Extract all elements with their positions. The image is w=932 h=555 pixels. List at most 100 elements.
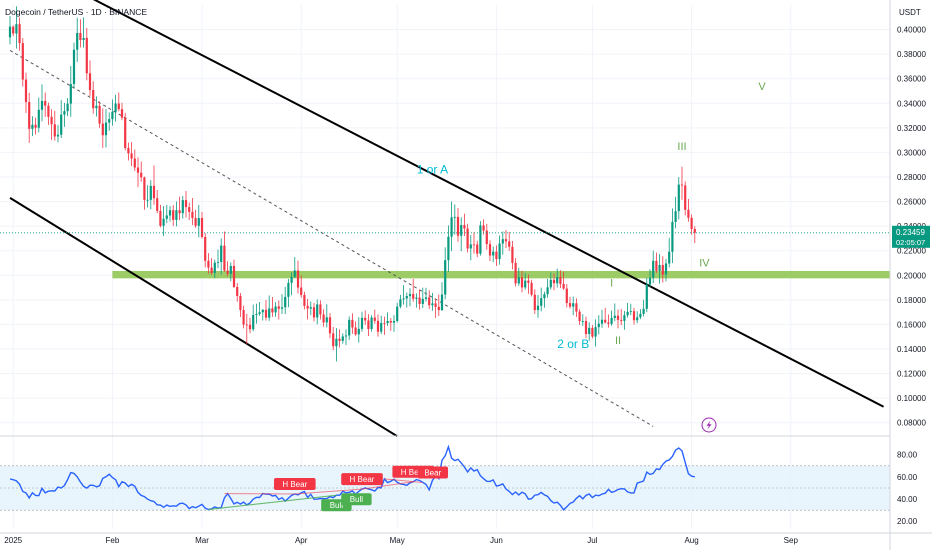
candle-body bbox=[668, 252, 670, 264]
candle-body bbox=[35, 125, 37, 128]
candle-body bbox=[547, 287, 549, 294]
flash-icon[interactable] bbox=[702, 418, 716, 432]
time-tick-label: Mar bbox=[195, 536, 209, 545]
candle-body bbox=[419, 298, 421, 304]
divergence-label: H Bear bbox=[282, 480, 307, 489]
candle-body bbox=[239, 296, 241, 310]
candle-body bbox=[348, 320, 350, 336]
candle-body bbox=[163, 219, 165, 226]
support-zone bbox=[112, 271, 890, 278]
candle-body bbox=[665, 263, 667, 274]
candle-body bbox=[447, 237, 449, 260]
candle-body bbox=[556, 277, 558, 283]
rsi-tick-label: 40.00 bbox=[897, 495, 918, 504]
candle-body bbox=[294, 270, 296, 276]
candle-body bbox=[310, 307, 312, 308]
candle-body bbox=[140, 173, 142, 178]
candle-body bbox=[633, 311, 635, 320]
candle-body bbox=[355, 328, 357, 335]
candle-body bbox=[89, 73, 91, 90]
candle-body bbox=[67, 104, 69, 111]
candle-body bbox=[233, 266, 235, 287]
candle-body bbox=[425, 297, 427, 298]
candle-body bbox=[444, 260, 446, 294]
divergence-label: Bear bbox=[424, 468, 441, 477]
candle-body bbox=[284, 297, 286, 307]
candle-body bbox=[207, 261, 209, 268]
candle-body bbox=[182, 200, 184, 213]
candle-body bbox=[172, 210, 174, 220]
candle-body bbox=[319, 304, 321, 314]
candle-body bbox=[25, 80, 27, 102]
candle-body bbox=[297, 270, 299, 287]
candle-body bbox=[467, 228, 469, 248]
candle-body bbox=[380, 323, 382, 332]
candle-body bbox=[41, 101, 43, 110]
candle-body bbox=[508, 241, 510, 246]
candle-body bbox=[342, 336, 344, 340]
candle-body bbox=[351, 320, 353, 328]
candle-body bbox=[137, 168, 139, 173]
candle-body bbox=[281, 307, 283, 308]
candle-body bbox=[150, 186, 152, 200]
candle-body bbox=[678, 185, 680, 212]
candle-body bbox=[659, 265, 661, 271]
candle-body bbox=[607, 322, 609, 323]
candle-body bbox=[153, 186, 155, 198]
candle-body bbox=[367, 320, 369, 328]
candle-body bbox=[396, 307, 398, 321]
price-tick-label: 0.38000 bbox=[897, 50, 926, 59]
candle-body bbox=[681, 185, 683, 186]
candle-body bbox=[361, 318, 363, 329]
candle-body bbox=[569, 303, 571, 307]
candle-body bbox=[316, 304, 318, 317]
candle-body bbox=[671, 222, 673, 252]
candle-body bbox=[95, 106, 97, 108]
candle-body bbox=[323, 314, 325, 322]
candle-body bbox=[118, 104, 120, 110]
candle-body bbox=[454, 217, 456, 218]
wave-label: V bbox=[758, 81, 766, 93]
candle-body bbox=[249, 325, 251, 329]
candle-body bbox=[630, 311, 632, 312]
candle-body bbox=[191, 212, 193, 218]
candle-body bbox=[54, 124, 56, 136]
candle-body bbox=[511, 247, 513, 263]
candle-body bbox=[591, 328, 593, 337]
candle-body bbox=[502, 239, 504, 243]
candle-body bbox=[255, 314, 257, 315]
candle-body bbox=[563, 284, 565, 289]
candle-body bbox=[99, 106, 101, 124]
candle-body bbox=[12, 27, 14, 34]
candle-body bbox=[463, 225, 465, 228]
candle-body bbox=[28, 102, 30, 129]
candle-body bbox=[179, 210, 181, 213]
candle-body bbox=[374, 318, 376, 321]
candle-body bbox=[687, 210, 689, 218]
candle-body bbox=[473, 244, 475, 245]
wave-label: I bbox=[610, 277, 613, 289]
support-zone-band bbox=[112, 271, 890, 278]
candle-body bbox=[684, 185, 686, 209]
candle-body bbox=[662, 265, 664, 275]
candle-body bbox=[214, 263, 216, 273]
candle-body bbox=[313, 307, 315, 317]
candle-body bbox=[115, 104, 117, 112]
time-tick-label: Aug bbox=[684, 536, 698, 545]
candle-body bbox=[540, 298, 542, 306]
candle-body bbox=[60, 115, 62, 135]
candle-body bbox=[604, 320, 606, 323]
price-tick-label: 0.18000 bbox=[897, 296, 926, 305]
candle-body bbox=[601, 320, 603, 324]
divergence-label: Bull bbox=[350, 495, 364, 504]
candle-body bbox=[489, 244, 491, 255]
candle-body bbox=[515, 263, 517, 284]
price-tick-label: 0.08000 bbox=[897, 419, 926, 428]
candle-body bbox=[111, 112, 113, 119]
candle-body bbox=[521, 277, 523, 287]
candle-body bbox=[527, 281, 529, 283]
price-tick-label: 0.40000 bbox=[897, 26, 926, 35]
